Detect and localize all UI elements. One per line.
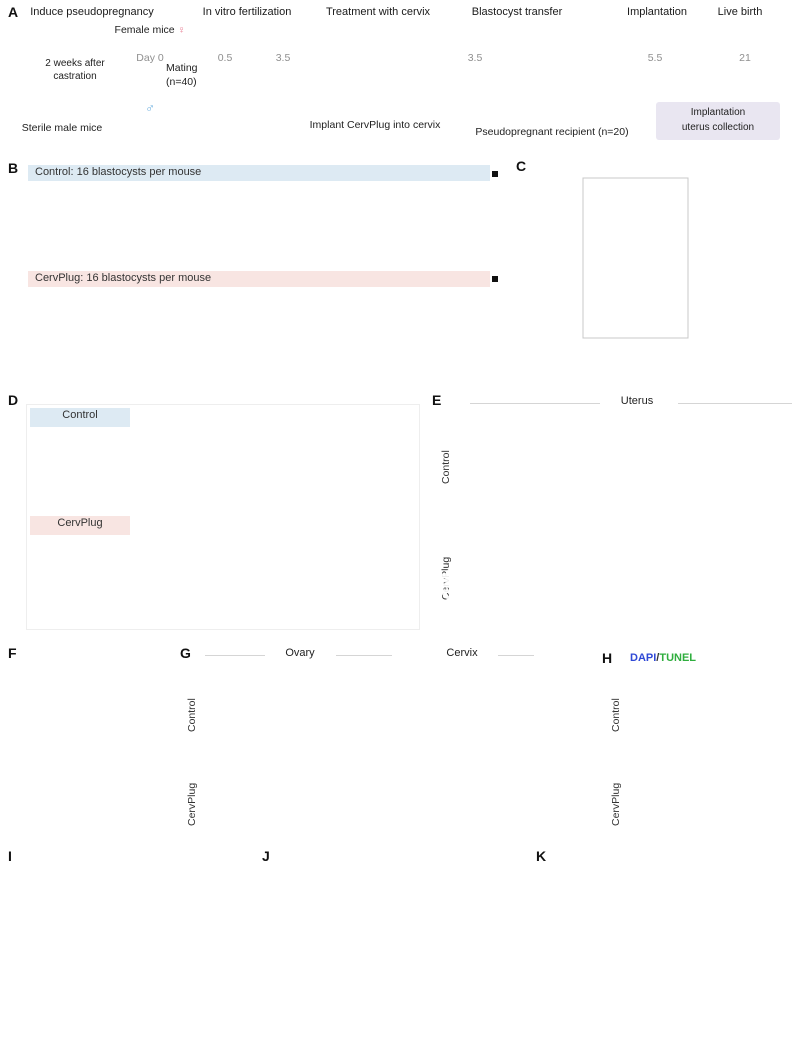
timeline-21: 21 xyxy=(739,52,751,64)
panel-g-label: G xyxy=(180,645,191,661)
cervix-header: Cervix xyxy=(446,647,478,659)
mrna-chart-cytokines-down xyxy=(540,845,796,1063)
divider xyxy=(205,655,265,656)
tunel-images-control xyxy=(624,668,796,750)
collection-line-2: uterus collection xyxy=(681,121,755,133)
tunel-images-cervplug xyxy=(624,756,796,840)
divider xyxy=(678,403,792,404)
ovary-cervix-histology-control xyxy=(200,664,535,744)
panel-i-label: I xyxy=(8,848,12,864)
stain-title: DAPI/TUNEL xyxy=(630,652,696,664)
tunel-label: TUNEL xyxy=(659,652,697,664)
hist-row2-label: CervPlug xyxy=(186,782,198,826)
female-mice-label: Female mice ♀ xyxy=(114,24,186,36)
castration-label-1: 2 weeks after xyxy=(45,58,105,69)
tunel-row2-label: CervPlug xyxy=(610,782,622,826)
phase-implantation: Implantation xyxy=(627,6,687,18)
collection-line-1: Implantation xyxy=(690,107,746,118)
divider xyxy=(470,403,600,404)
panel-h-label: H xyxy=(602,650,613,666)
phase-ivf: In vitro fertilization xyxy=(202,6,292,18)
watermark-text: 么系美医? xyxy=(292,566,608,607)
sterile-male-label: Sterile male mice xyxy=(21,122,103,134)
control-group-header: Control: 16 blastocysts per mouse xyxy=(28,165,490,181)
timeline-35a: 3.5 xyxy=(275,52,291,64)
pup-cervplug-band: CervPlug xyxy=(30,516,130,535)
panel-j-label: J xyxy=(262,848,270,864)
uterus-histology-control xyxy=(458,410,796,512)
phase-treatment: Treatment with cervix xyxy=(325,6,431,18)
timeline-55: 5.5 xyxy=(647,52,663,64)
divider xyxy=(498,655,534,656)
gland-numbers-chart xyxy=(0,655,178,860)
divider xyxy=(336,655,392,656)
timeline-05: 0.5 xyxy=(217,52,233,64)
mating-label-2: (n=40) xyxy=(166,76,197,88)
male-icon: ♂ xyxy=(145,100,155,115)
ovary-cervix-histology-cervplug xyxy=(200,752,535,836)
panel-d-label: D xyxy=(8,392,19,408)
timeline-35b: 3.5 xyxy=(467,52,483,64)
phase-transfer: Blastocyst transfer xyxy=(471,6,563,18)
panel-c-label: C xyxy=(516,158,527,174)
phase-induce: Induce pseudopregnancy xyxy=(30,6,154,18)
phase-livebirth: Live birth xyxy=(717,6,763,18)
pup-control-band: Control xyxy=(30,408,130,427)
ovary-header: Ovary xyxy=(285,647,315,659)
implant-caption: Implant CervPlug into cervix xyxy=(309,119,441,131)
recipient-caption: Pseudopregnant recipient (n=20) xyxy=(475,126,629,138)
tunel-row1-label: Control xyxy=(610,698,622,732)
panel-a-label: A xyxy=(8,4,19,20)
female-icon: ♀ xyxy=(177,24,186,36)
cervplug-group-header: CervPlug: 16 blastocysts per mouse xyxy=(28,271,490,287)
mrna-chart-oct4 xyxy=(14,845,262,1063)
timeline-day0: Day 0 xyxy=(136,52,164,64)
panel-f-label: F xyxy=(8,645,17,661)
control-row-marker xyxy=(492,171,498,177)
implantation-rate-chart xyxy=(582,177,689,339)
uterus-row1-label: Control xyxy=(440,450,452,484)
slash-label: / xyxy=(656,652,660,664)
castration-label-2: castration xyxy=(53,71,97,82)
control-pups-image xyxy=(30,430,416,512)
panel-k-label: K xyxy=(536,848,547,864)
hist-row1-label: Control xyxy=(186,698,198,732)
dapi-label: DAPI xyxy=(630,652,657,664)
cervplug-row-marker xyxy=(492,276,498,282)
uterus-title: Uterus xyxy=(620,395,654,407)
panel-e-label: E xyxy=(432,392,442,408)
panel-b-label: B xyxy=(8,160,19,176)
pup-panel-frame xyxy=(26,404,420,630)
mrna-chart-cytokines-up xyxy=(268,845,534,1063)
mating-label-1: Mating xyxy=(166,62,198,74)
collection-box: Implantation uterus collection xyxy=(656,102,780,140)
